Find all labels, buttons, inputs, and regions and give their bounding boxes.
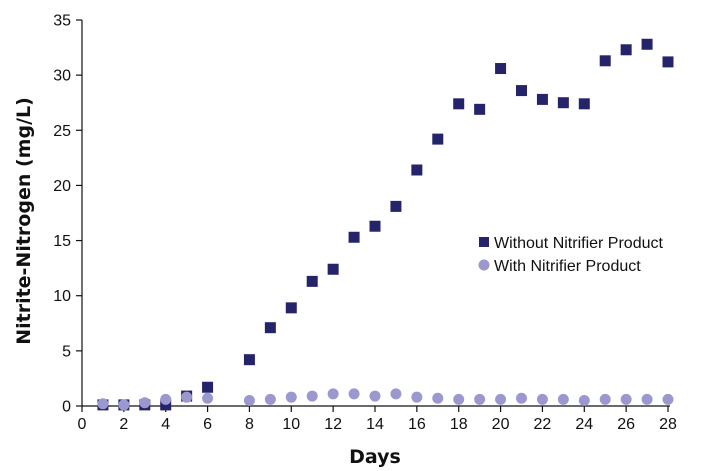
y-tick-label: 15 — [53, 233, 71, 250]
data-point-square — [599, 55, 611, 67]
legend-label-without-nitrifier: Without Nitrifier Product — [494, 235, 663, 252]
legend-label-with-nitrifier: With Nitrifier Product — [494, 258, 641, 275]
y-axis-title: Nitrite-Nitrogen (mg/L) — [13, 97, 35, 345]
data-point-circle — [97, 398, 109, 410]
data-point-circle — [369, 390, 381, 402]
y-tick-label: 30 — [53, 68, 71, 85]
data-point-circle — [495, 393, 507, 405]
x-tick-label: 16 — [408, 416, 426, 433]
data-point-circle — [327, 388, 339, 400]
data-point-square — [474, 103, 486, 115]
data-point-circle — [536, 393, 548, 405]
data-point-square — [369, 220, 381, 232]
data-point-circle — [202, 392, 214, 404]
data-point-square — [285, 302, 297, 314]
data-point-square — [557, 97, 569, 109]
data-point-circle — [432, 392, 444, 404]
x-tick-label: 12 — [324, 416, 342, 433]
data-point-circle — [243, 394, 255, 406]
data-point-square — [495, 63, 507, 75]
data-point-circle — [264, 393, 276, 405]
data-point-circle — [599, 393, 611, 405]
data-point-circle — [557, 393, 569, 405]
x-tick-label: 28 — [659, 416, 677, 433]
x-tick-label: 26 — [617, 416, 635, 433]
data-point-square — [202, 381, 214, 393]
y-tick-label: 35 — [53, 13, 71, 30]
x-tick-label: 2 — [119, 416, 128, 433]
x-tick-label: 20 — [492, 416, 510, 433]
x-tick-label: 4 — [161, 416, 170, 433]
series-with-nitrifier — [97, 388, 674, 411]
data-point-square — [306, 275, 318, 287]
data-point-square — [243, 354, 255, 366]
data-point-circle — [160, 393, 172, 405]
data-point-circle — [306, 390, 318, 402]
legend-marker-without-nitrifier — [479, 237, 489, 247]
data-point-square — [536, 93, 548, 105]
data-point-circle — [578, 394, 590, 406]
data-point-circle — [411, 391, 423, 403]
data-point-square — [390, 200, 402, 212]
y-tick-label: 0 — [62, 399, 71, 416]
data-point-square — [578, 98, 590, 110]
x-axis-title: Days — [349, 446, 401, 468]
data-point-square — [160, 399, 172, 411]
data-points — [97, 38, 674, 411]
data-point-circle — [453, 393, 465, 405]
data-point-square — [411, 164, 423, 176]
data-point-circle — [662, 393, 674, 405]
data-point-circle — [390, 388, 402, 400]
data-point-circle — [474, 393, 486, 405]
series-without-nitrifier — [97, 38, 674, 411]
data-point-circle — [139, 397, 151, 409]
data-point-square — [453, 98, 465, 110]
x-tick-label: 10 — [282, 416, 300, 433]
x-tick-label: 24 — [575, 416, 593, 433]
data-point-square — [327, 263, 339, 275]
x-tick-label: 0 — [78, 416, 87, 433]
x-tick-label: 8 — [245, 416, 254, 433]
data-point-square — [620, 44, 632, 56]
y-axis-ticks: 0 5 10 15 20 25 30 35 — [53, 13, 82, 416]
data-point-circle — [118, 399, 130, 411]
data-point-square — [348, 231, 360, 243]
data-point-circle — [348, 388, 360, 400]
data-point-circle — [181, 391, 193, 403]
data-point-square — [641, 38, 653, 50]
x-axis-ticks: 0 2 4 6 8 10 12 14 16 18 20 22 24 26 28 — [78, 406, 677, 433]
y-tick-label: 20 — [53, 178, 71, 195]
x-tick-label: 18 — [450, 416, 468, 433]
data-point-circle — [516, 392, 527, 404]
data-point-circle — [620, 393, 632, 405]
data-point-square — [264, 322, 276, 334]
data-point-circle — [641, 393, 653, 405]
data-point-square — [662, 56, 674, 68]
x-tick-label: 22 — [534, 416, 552, 433]
data-point-circle — [285, 391, 297, 403]
y-tick-label: 25 — [53, 123, 71, 140]
axes — [81, 20, 670, 407]
legend: Without Nitrifier Product With Nitrifier… — [478, 235, 663, 275]
x-tick-label: 6 — [203, 416, 212, 433]
y-tick-label: 5 — [62, 343, 71, 360]
data-point-square — [432, 133, 444, 145]
y-tick-label: 10 — [53, 288, 71, 305]
x-tick-label: 14 — [366, 416, 384, 433]
legend-marker-with-nitrifier — [478, 259, 490, 271]
data-point-square — [516, 85, 527, 97]
